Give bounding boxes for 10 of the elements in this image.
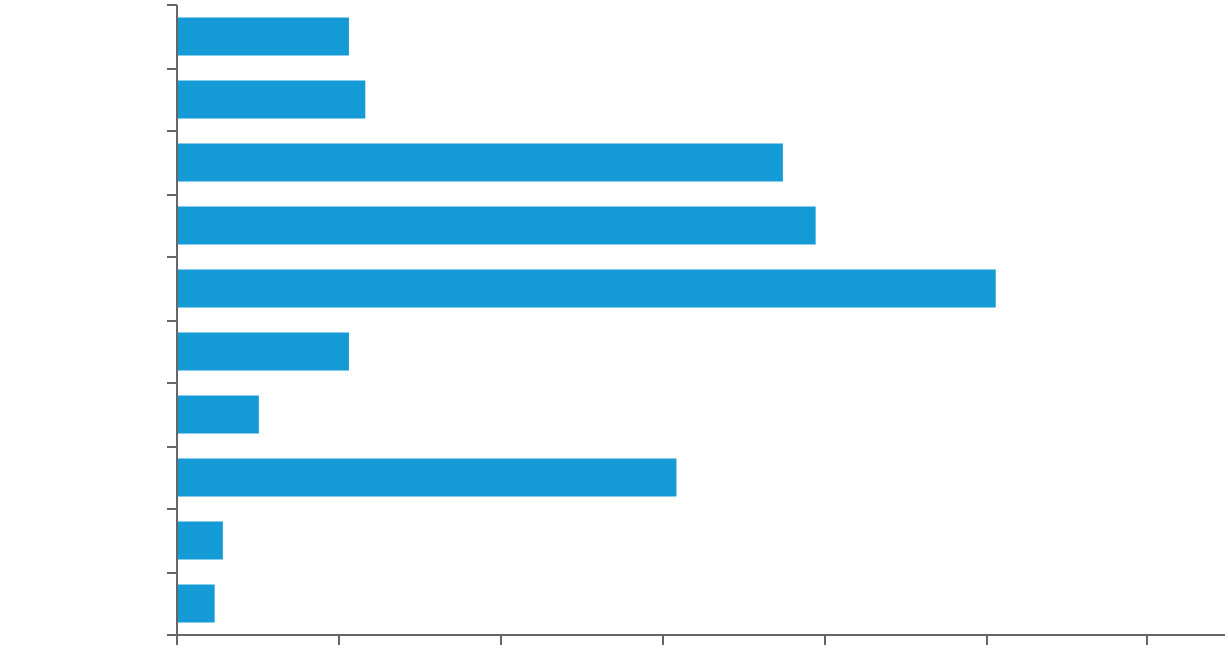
bar: [177, 17, 349, 56]
bar: [177, 395, 259, 434]
bar: [177, 332, 349, 371]
bar: [177, 269, 996, 308]
bar: [177, 143, 783, 182]
bar: [177, 521, 223, 560]
bar: [177, 80, 366, 119]
bar: [177, 206, 816, 245]
bar: [177, 458, 677, 497]
bar: [177, 584, 215, 623]
